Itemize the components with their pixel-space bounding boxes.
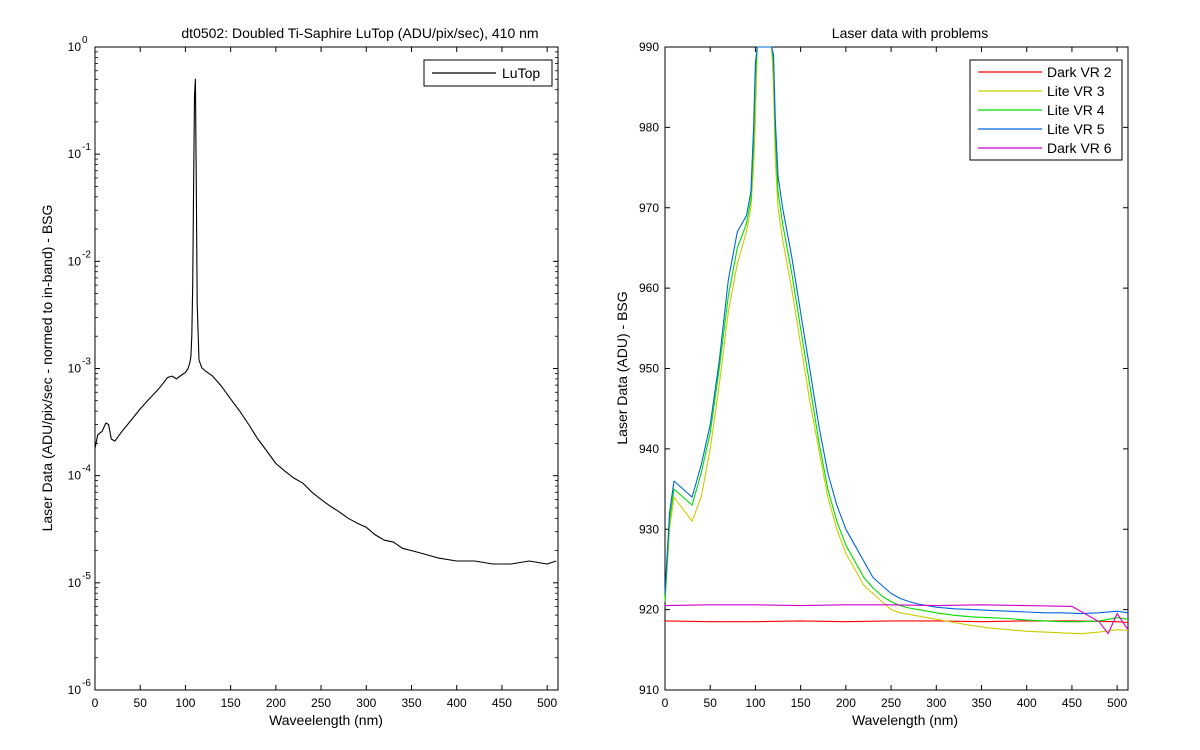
left-xtick-label-0: 0	[92, 696, 99, 710]
right-xtick-label-200: 200	[836, 696, 856, 710]
left-xtick-label-200: 200	[266, 696, 286, 710]
right-xtick-label-450: 450	[1062, 696, 1082, 710]
right-chart: 0 50 100 150 200 250 300 350 400 450 500 910 920 930 9…	[614, 25, 1129, 728]
series-line-lite-vr-5	[664, 46, 1129, 615]
left-xtick-label-250: 250	[311, 696, 331, 710]
series-line-lutop	[94, 78, 557, 565]
legend-entry-lite-vr-4: Lite VR 4	[1047, 102, 1105, 118]
right-axis-ticks: 0 50 100 150 200 250 300 350 400 450 500 910 920 930 9…	[639, 40, 1128, 710]
right-ytick-label-920: 920	[639, 603, 659, 617]
right-ytick-label-980: 980	[639, 120, 659, 134]
left-ytick-label-10-4: 10	[68, 469, 82, 483]
legend-entry-lutop: LuTop	[502, 65, 540, 81]
legend-entry-lite-vr-5: Lite VR 5	[1047, 121, 1105, 137]
left-ytick-label-10-5: 10	[68, 576, 82, 590]
left-plot-area	[94, 46, 559, 691]
right-ytick-label-970: 970	[639, 201, 659, 215]
series-line-dark-vr-6	[664, 604, 1129, 635]
right-xtick-label-300: 300	[926, 696, 946, 710]
right-ytick-label-940: 940	[639, 442, 659, 456]
series-line-lite-vr-4	[664, 46, 1129, 623]
left-ytick-exponent-10-5: -5	[82, 571, 91, 582]
left-ytick-label-10-6: 10	[68, 683, 82, 697]
legend-entry-dark-vr-6: Dark VR 6	[1047, 140, 1112, 156]
left-y-axis-label: Laser Data (ADU/pix/sec - normed to in-b…	[39, 205, 55, 532]
series-line-lite-vr-3	[664, 46, 1129, 635]
left-series-lines	[94, 78, 557, 565]
right-ytick-label-930: 930	[639, 522, 659, 536]
right-ytick-label-950: 950	[639, 362, 659, 376]
right-y-axis-label: Laser Data (ADU) - BSG	[614, 291, 630, 444]
series-line-dark-vr-2	[664, 620, 1129, 624]
right-xtick-label-400: 400	[1017, 696, 1037, 710]
left-ytick-exponent-10-6: -6	[82, 678, 91, 689]
left-ytick-label-10-2: 10	[68, 254, 82, 268]
left-xtick-label-300: 300	[356, 696, 376, 710]
left-xtick-label-500: 500	[537, 696, 557, 710]
left-xtick-label-350: 350	[401, 696, 421, 710]
left-ytick-exponent-10-1: -1	[82, 142, 91, 153]
right-x-axis-label: Wavelength (nm)	[852, 712, 958, 728]
right-xtick-label-0: 0	[662, 696, 669, 710]
right-ytick-label-990: 990	[639, 40, 659, 54]
right-ytick-label-910: 910	[639, 683, 659, 697]
right-xtick-label-150: 150	[791, 696, 811, 710]
left-xtick-label-450: 450	[492, 696, 512, 710]
left-chart-title: dt0502: Doubled Ti-Saphire LuTop (ADU/pi…	[181, 25, 538, 41]
left-ytick-exponent-100: 0	[82, 35, 88, 46]
right-xtick-label-250: 250	[881, 696, 901, 710]
right-legend: Dark VR 2 Lite VR 3 Lite VR 4 Lite VR 5 …	[969, 59, 1123, 161]
left-ytick-label-10-3: 10	[68, 362, 82, 376]
left-ytick-exponent-10-4: -4	[82, 464, 91, 475]
left-x-axis-label: Waveelength (nm)	[269, 712, 383, 728]
left-xtick-label-400: 400	[447, 696, 467, 710]
left-legend: LuTop	[423, 59, 553, 87]
right-chart-title: Laser data with problems	[832, 25, 988, 41]
legend-entry-dark-vr-2: Dark VR 2	[1047, 64, 1112, 80]
left-ytick-label-10-1: 10	[68, 147, 82, 161]
left-xtick-label-150: 150	[221, 696, 241, 710]
right-xtick-label-100: 100	[745, 696, 765, 710]
right-xtick-label-500: 500	[1107, 696, 1127, 710]
right-xtick-label-350: 350	[971, 696, 991, 710]
right-series-lines	[664, 46, 1129, 635]
right-ytick-label-960: 960	[639, 281, 659, 295]
left-ytick-exponent-10-2: -2	[82, 249, 91, 260]
left-xtick-label-100: 100	[175, 696, 195, 710]
left-ytick-exponent-10-3: -3	[82, 357, 91, 368]
right-xtick-label-50: 50	[704, 696, 718, 710]
legend-entry-lite-vr-3: Lite VR 3	[1047, 83, 1105, 99]
left-ytick-label-100: 10	[68, 40, 82, 54]
left-xtick-label-50: 50	[134, 696, 148, 710]
